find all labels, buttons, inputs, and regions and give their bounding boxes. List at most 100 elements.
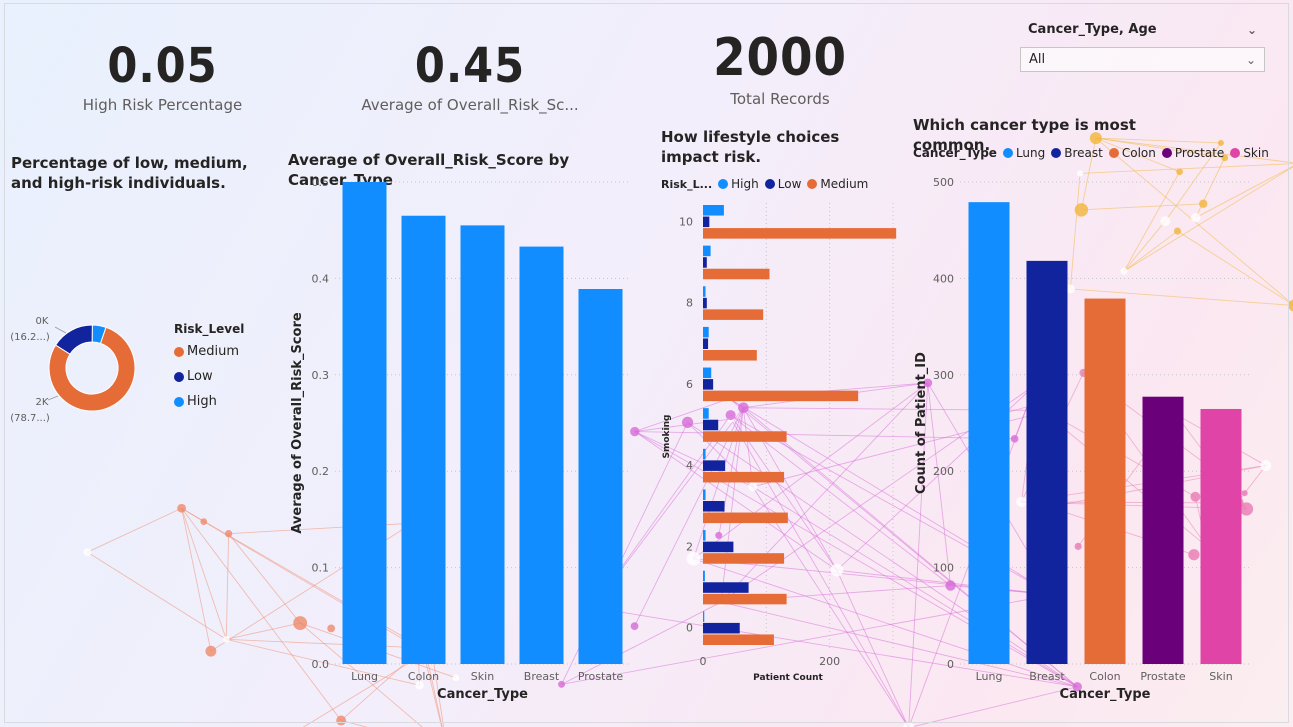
bar-prostate[interactable] — [578, 289, 623, 664]
bar-smoking-9-medium[interactable] — [703, 268, 770, 280]
bar-smoking-3-high[interactable] — [703, 489, 706, 500]
legend-label-breast: Breast — [1064, 146, 1103, 160]
network-node — [83, 548, 92, 557]
legend-label-high: High — [187, 394, 217, 409]
network-link — [87, 507, 182, 553]
bar-colon[interactable] — [1084, 298, 1126, 664]
y-tick-label: 0.5 — [312, 176, 330, 189]
y-axis-title: Average of Overall_Risk_Score — [290, 312, 305, 534]
slicer-header[interactable]: Cancer_Type, Age ⌄ — [1020, 18, 1265, 41]
network-link — [1195, 165, 1293, 219]
network-link — [181, 508, 212, 652]
chevron-down-icon[interactable]: ⌄ — [1246, 22, 1257, 37]
x-axis-title: Patient Count — [753, 673, 823, 683]
bar-breast[interactable] — [1026, 260, 1068, 664]
x-tick-label: Prostate — [1140, 670, 1186, 683]
bar-smoking-5-high[interactable] — [703, 408, 709, 419]
legend-item-skin[interactable]: Skin — [1230, 146, 1269, 160]
network-link — [561, 601, 722, 685]
bar-smoking-3-low[interactable] — [703, 501, 725, 512]
bar-smoking-1-medium[interactable] — [703, 593, 787, 605]
y-tick-label: 400 — [933, 272, 954, 285]
bar-smoking-9-high[interactable] — [703, 245, 711, 257]
bar-smoking-0-low[interactable] — [703, 622, 740, 634]
bar-smoking-7-medium[interactable] — [703, 350, 757, 361]
cancer-type-age-slicer[interactable]: Cancer_Type, Age ⌄ All ⌄ — [1020, 18, 1265, 72]
network-node — [293, 616, 308, 630]
bar-smoking-10-high[interactable] — [703, 205, 724, 216]
legend-item-lung[interactable]: Lung — [1002, 146, 1045, 160]
network-node — [1199, 199, 1208, 208]
network-link — [1069, 173, 1081, 289]
legend-item-medium[interactable]: Medium — [807, 177, 868, 191]
bar-smoking-8-medium[interactable] — [703, 309, 764, 320]
network-link — [1095, 137, 1221, 144]
legend-item-low[interactable]: Low — [174, 369, 244, 384]
bar-smoking-1-high[interactable] — [703, 570, 705, 582]
legend-item-high[interactable]: High — [718, 177, 759, 191]
x-tick-label: Colon — [408, 670, 439, 683]
bar-smoking-7-low[interactable] — [703, 338, 709, 349]
y-axis-title: Count of Patient_ID — [914, 352, 929, 494]
bar-smoking-0-medium[interactable] — [703, 634, 774, 645]
risk-level-legend: Risk_Level Medium Low High — [174, 322, 244, 409]
bar-smoking-10-medium[interactable] — [703, 228, 897, 239]
bar-skin[interactable] — [460, 225, 505, 664]
network-node — [200, 518, 208, 525]
network-node — [1217, 139, 1224, 146]
y-tick-label: 0.0 — [312, 658, 330, 671]
network-node — [945, 580, 956, 591]
legend-item-prostate[interactable]: Prostate — [1161, 146, 1224, 160]
legend-label-colon: Colon — [1121, 146, 1156, 160]
bar-lung[interactable] — [968, 202, 1010, 664]
network-node — [1120, 267, 1128, 275]
network-node — [1241, 490, 1248, 497]
network-node — [715, 531, 723, 539]
legend-item-colon[interactable]: Colon — [1108, 146, 1156, 160]
bar-smoking-6-high[interactable] — [703, 367, 712, 379]
bar-smoking-1-low[interactable] — [703, 582, 749, 593]
legend-item-low[interactable]: Low — [764, 177, 801, 191]
bar-smoking-2-low[interactable] — [703, 541, 734, 553]
bar-smoking-2-high[interactable] — [703, 530, 706, 541]
y-tick-label: 0.1 — [312, 562, 330, 575]
bar-smoking-2-medium[interactable] — [703, 553, 785, 564]
legend-item-medium[interactable]: Medium — [174, 344, 244, 359]
legend-item-high[interactable]: High — [174, 394, 244, 409]
bar-lung[interactable] — [342, 182, 387, 664]
network-link — [693, 382, 929, 560]
bar-smoking-0-high[interactable] — [703, 611, 705, 622]
bar-smoking-5-low[interactable] — [703, 419, 719, 431]
bar-skin[interactable] — [1200, 408, 1242, 664]
y-tick-label: 4 — [686, 459, 693, 472]
bar-colon[interactable] — [401, 215, 446, 665]
bar-smoking-4-low[interactable] — [703, 460, 726, 471]
bar-smoking-6-medium[interactable] — [703, 390, 859, 402]
bar-smoking-3-medium[interactable] — [703, 512, 788, 524]
y-tick-label: 100 — [933, 562, 954, 575]
bar-smoking-7-high[interactable] — [703, 326, 709, 338]
kpi-high-risk-card: 0.05 High Risk Percentage — [60, 38, 265, 114]
slicer-dropdown[interactable]: All ⌄ — [1020, 47, 1265, 72]
lifestyle-legend: Risk_L... High Low Medium — [661, 177, 868, 191]
legend-label-medium: Medium — [820, 177, 869, 191]
y-tick-label: 0.2 — [312, 465, 330, 478]
legend-item-breast[interactable]: Breast — [1051, 146, 1103, 160]
bar-breast[interactable] — [519, 246, 564, 664]
bar-smoking-6-low[interactable] — [703, 379, 714, 390]
bar-smoking-8-low[interactable] — [703, 297, 707, 309]
bar-smoking-4-medium[interactable] — [703, 471, 785, 483]
bar-smoking-9-low[interactable] — [703, 257, 707, 268]
chevron-down-icon[interactable]: ⌄ — [1245, 52, 1256, 67]
bar-smoking-8-high[interactable] — [703, 286, 706, 297]
bar-smoking-4-high[interactable] — [703, 448, 706, 460]
network-node — [1239, 502, 1254, 516]
bar-smoking-5-medium[interactable] — [703, 431, 787, 442]
bar-prostate[interactable] — [1142, 396, 1184, 664]
donut-slice-high[interactable] — [91, 324, 107, 345]
x-tick-label: Skin — [1209, 670, 1232, 683]
bar-smoking-10-low[interactable] — [703, 216, 710, 228]
cancer-type-legend-title: Cancer_Type — [913, 146, 997, 160]
donut-slice-medium[interactable] — [48, 326, 136, 412]
